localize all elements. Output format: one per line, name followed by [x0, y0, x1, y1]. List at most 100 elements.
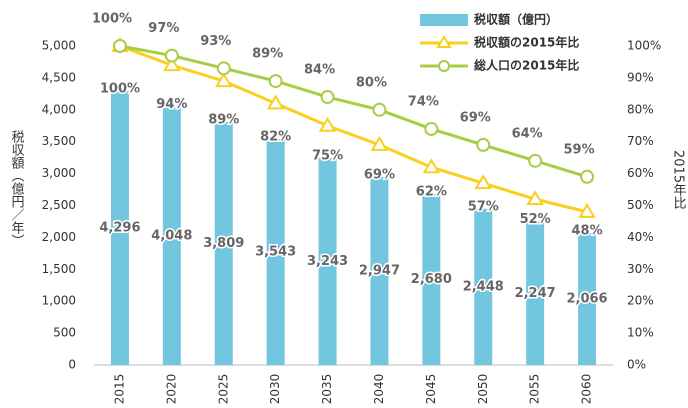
line [119, 44, 588, 214]
y2-tick-label: 70% [627, 134, 654, 148]
y-tick-label: 500 [53, 326, 76, 340]
data-label: 82% [260, 129, 291, 144]
bar [370, 176, 389, 365]
data-label: 2,947 [359, 263, 400, 278]
legend-marker [436, 35, 452, 48]
data-label: 69% [364, 167, 395, 182]
marker [422, 158, 441, 174]
marker [424, 121, 439, 136]
marker [266, 94, 285, 110]
marker [164, 48, 179, 63]
data-label: 3,809 [203, 236, 244, 251]
bar [474, 208, 493, 365]
line [119, 44, 588, 179]
data-label: 3,243 [307, 254, 348, 269]
data-label: 48% [571, 224, 602, 239]
x-tick-label: 2055 [528, 374, 542, 405]
legend-label: 税収額（億円） [474, 12, 558, 27]
marker [476, 137, 491, 152]
data-label: 59% [563, 142, 594, 157]
marker [112, 39, 127, 53]
y-tick-label: 5,000 [42, 39, 76, 53]
y-axis-label: 税収額（億円／年） [9, 130, 25, 247]
y2-tick-label: 60% [627, 166, 654, 180]
marker [474, 174, 492, 190]
x-tick-label: 2020 [164, 374, 178, 405]
marker [318, 116, 337, 132]
data-label: 100% [92, 12, 132, 27]
x-tick-label: 2040 [372, 374, 386, 405]
data-label: 64% [512, 126, 543, 141]
data-label: 2,247 [515, 286, 556, 301]
y2-tick-label: 50% [627, 198, 654, 212]
y2-tick-label: 10% [627, 326, 654, 340]
marker [526, 190, 544, 206]
x-tick-label: 2030 [268, 374, 282, 405]
data-label: 57% [468, 199, 499, 214]
legend-label: 総人口の2015年比 [474, 58, 579, 73]
marker [528, 153, 543, 168]
data-label: 89% [252, 47, 283, 62]
data-label: 97% [148, 21, 179, 36]
y2-tick-label: 30% [627, 262, 654, 276]
y2-tick-label: 80% [627, 102, 654, 116]
legend-marker [438, 60, 450, 72]
data-label: 52% [520, 212, 551, 227]
bar [578, 233, 597, 365]
bar [214, 121, 233, 365]
bar [162, 106, 181, 365]
marker [216, 61, 231, 76]
y2-tick-label: 20% [627, 294, 654, 308]
y-tick-label: 4,000 [42, 102, 76, 116]
x-tick-label: 2035 [320, 374, 334, 405]
x-tick-label: 2015 [112, 374, 126, 405]
data-label: 84% [304, 63, 335, 78]
bar [526, 221, 545, 365]
y-tick-label: 4,500 [42, 70, 76, 84]
y-tick-label: 1,000 [42, 294, 76, 308]
data-label: 4,048 [151, 228, 192, 243]
y-tick-label: 3,500 [42, 134, 76, 148]
x-tick-label: 2060 [580, 374, 594, 405]
legend-swatch [420, 14, 468, 26]
marker [372, 102, 387, 117]
y-tick-label: 2,500 [42, 198, 76, 212]
bar [318, 158, 337, 365]
y2-axis-label: 2015年比 [671, 150, 687, 211]
marker [215, 72, 233, 88]
x-tick-label: 2050 [476, 374, 490, 405]
y-tick-label: 1,500 [42, 262, 76, 276]
data-label: 4,296 [99, 220, 140, 235]
data-label: 69% [460, 110, 491, 125]
y2-tick-label: 90% [627, 70, 654, 84]
marker [580, 169, 595, 184]
bar [422, 194, 441, 365]
y2-tick-label: 0% [627, 358, 646, 372]
y2-tick-label: 100% [627, 39, 661, 53]
data-label: 75% [312, 149, 343, 164]
data-label: 2,680 [411, 272, 452, 287]
y-tick-label: 3,000 [42, 166, 76, 180]
y-tick-label: 2,000 [42, 230, 76, 244]
marker [370, 135, 389, 151]
data-label: 2,448 [463, 279, 504, 294]
marker [320, 90, 335, 105]
data-label: 3,543 [255, 244, 296, 259]
marker [163, 56, 181, 72]
marker [268, 74, 283, 89]
x-tick-label: 2045 [424, 374, 438, 405]
data-label: 100% [100, 81, 140, 96]
data-label: 89% [208, 112, 239, 127]
legend-label: 税収額の2015年比 [474, 35, 579, 50]
bar [266, 138, 285, 365]
data-label: 93% [200, 34, 231, 49]
y-tick-label: 0 [68, 358, 76, 372]
data-label: 94% [156, 97, 187, 112]
data-label: 62% [416, 185, 447, 200]
marker [578, 202, 596, 218]
y2-tick-label: 40% [627, 230, 654, 244]
data-label: 80% [356, 75, 387, 90]
x-tick-label: 2025 [216, 374, 230, 405]
bar [110, 90, 129, 366]
